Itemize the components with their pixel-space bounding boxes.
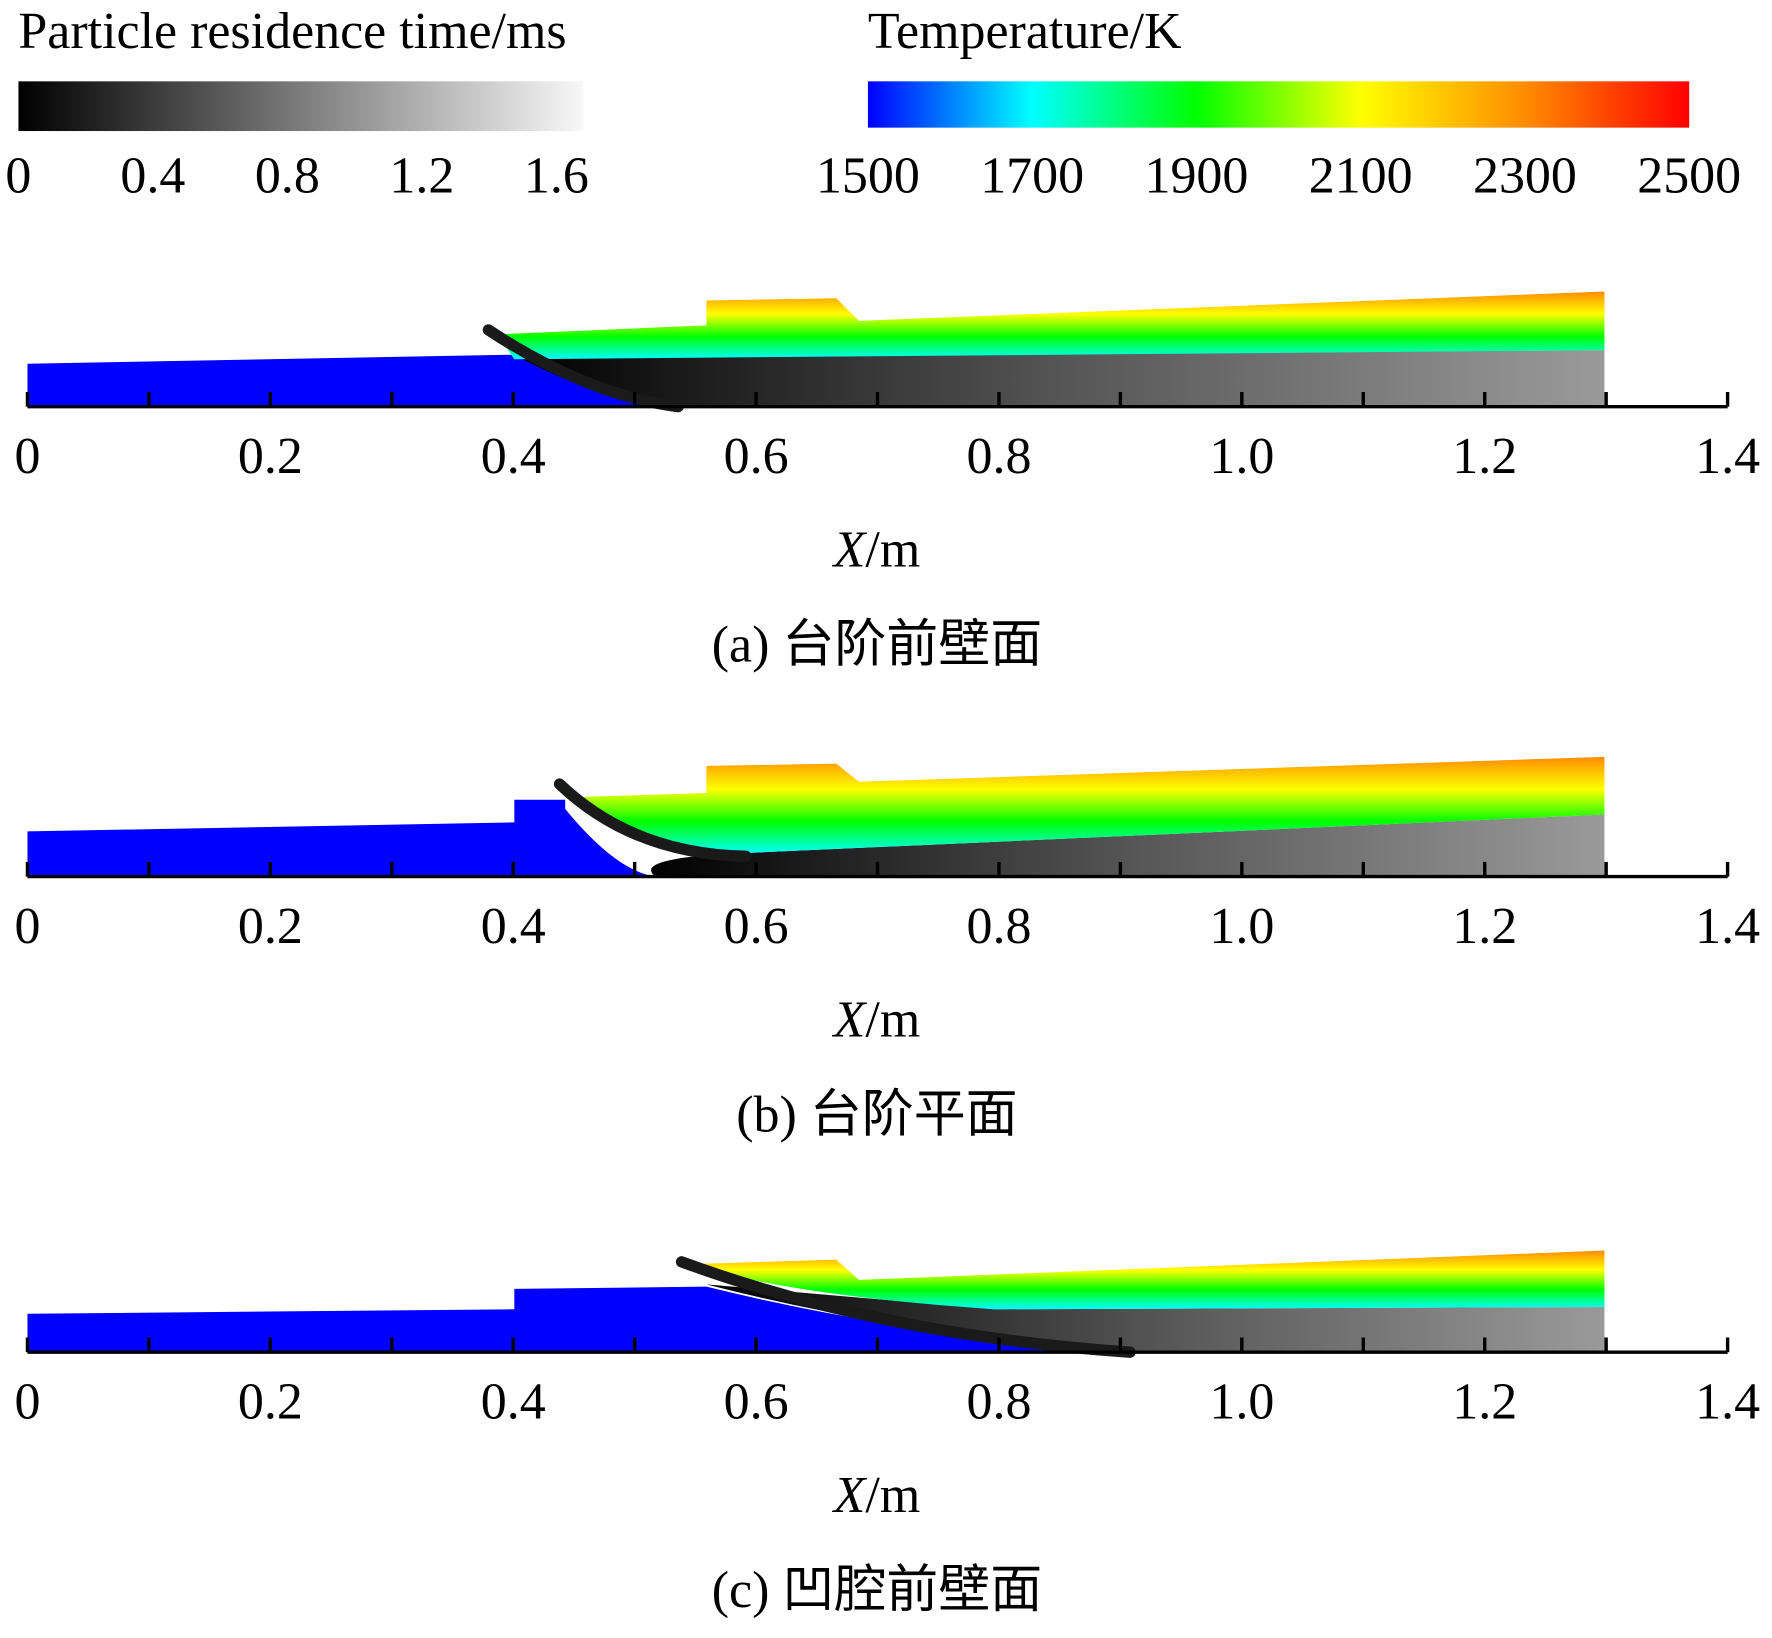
colorbar-tick-label: 1.2 <box>389 148 454 205</box>
panel-caption: (c) 凹腔前壁面 <box>712 1562 1042 1619</box>
x-tick-label: 0.4 <box>481 1373 546 1430</box>
x-tick-label: 1.4 <box>1695 428 1760 485</box>
particle-jet <box>553 778 752 862</box>
x-tick-label: 0.8 <box>966 428 1031 485</box>
panel: 0 0.2 0.4 0.6 0.8 1.0 1.2 1.4 X/m (a) 台阶前壁面 <box>14 291 1760 673</box>
x-axis-unit: /m <box>865 522 920 579</box>
x-tick-label: 0 <box>14 428 40 485</box>
x-tick-label: 0.8 <box>966 1373 1031 1430</box>
contour-inflow <box>27 799 656 877</box>
x-axis-label: X/m <box>832 992 921 1049</box>
colorbar-title: Temperature/K <box>868 3 1182 60</box>
colorbar-tick-label: 2500 <box>1637 148 1741 205</box>
colorbar-tick-label: 0.8 <box>255 148 320 205</box>
panel: 0 0.2 0.4 0.6 0.8 1.0 1.2 1.4 X/m (b) 台阶平面 <box>14 756 1760 1143</box>
x-tick-label: 0.6 <box>724 428 789 485</box>
x-tick-label: 0.8 <box>966 898 1031 955</box>
x-tick-label: 1.4 <box>1695 1373 1760 1430</box>
panel-caption: (a) 台阶前壁面 <box>712 616 1042 673</box>
x-axis-label: X/m <box>832 1467 921 1524</box>
panel: 0 0.2 0.4 0.6 0.8 1.0 1.2 1.4 X/m (c) 凹腔前壁面 <box>14 1250 1760 1619</box>
contour-temperature <box>497 291 1605 360</box>
colorbar-tick-label: 2300 <box>1473 148 1577 205</box>
panel-caption: (b) 台阶平面 <box>736 1086 1017 1143</box>
x-tick-label: 0.2 <box>238 1373 303 1430</box>
x-axis-variable: X <box>832 992 868 1049</box>
colorbar <box>867 81 1690 128</box>
contour-particles <box>651 814 1605 877</box>
colorbar <box>18 81 584 132</box>
colorbar-tick-label: 2100 <box>1309 148 1413 205</box>
x-tick-label: 1.0 <box>1209 428 1274 485</box>
x-tick-label: 1.2 <box>1452 428 1517 485</box>
colorbar-tick-label: 1.6 <box>524 148 589 205</box>
particle-jet <box>482 324 684 413</box>
x-axis-unit: /m <box>865 992 920 1049</box>
x-tick-label: 0.6 <box>724 898 789 955</box>
colorbar-title: Particle residence time/ms <box>18 3 566 60</box>
x-tick-label: 0 <box>14 1373 40 1430</box>
x-tick-label: 0.2 <box>238 898 303 955</box>
contour-temperature <box>565 756 1605 855</box>
x-tick-label: 0.6 <box>724 1373 789 1430</box>
contour-inflow <box>27 1286 1131 1353</box>
x-axis-variable: X <box>832 522 868 579</box>
colorbar-tick-label: 0 <box>5 148 31 205</box>
x-tick-label: 1.2 <box>1452 1373 1517 1430</box>
x-tick-label: 0.4 <box>481 428 546 485</box>
particle-jet <box>675 1256 1136 1358</box>
x-axis-unit: /m <box>865 1467 920 1524</box>
x-tick-label: 0.2 <box>238 428 303 485</box>
colorbar-tick-label: 1700 <box>980 148 1084 205</box>
x-tick-label: 1.4 <box>1695 898 1760 955</box>
contour-temperature <box>689 1250 1605 1310</box>
x-axis-label: X/m <box>832 522 921 579</box>
x-tick-label: 0 <box>14 898 40 955</box>
colorbar-tick-label: 1500 <box>816 148 920 205</box>
x-tick-label: 0.4 <box>481 898 546 955</box>
colorbar-tick-label: 1900 <box>1144 148 1248 205</box>
contour-inflow <box>27 354 679 407</box>
colorbar-tick-label: 0.4 <box>120 148 185 205</box>
x-tick-label: 1.2 <box>1452 898 1517 955</box>
x-tick-label: 1.0 <box>1209 898 1274 955</box>
contour-particles <box>706 1284 1605 1353</box>
x-tick-label: 1.0 <box>1209 1373 1274 1430</box>
contour-particles <box>514 350 1605 407</box>
x-axis-variable: X <box>832 1467 868 1524</box>
